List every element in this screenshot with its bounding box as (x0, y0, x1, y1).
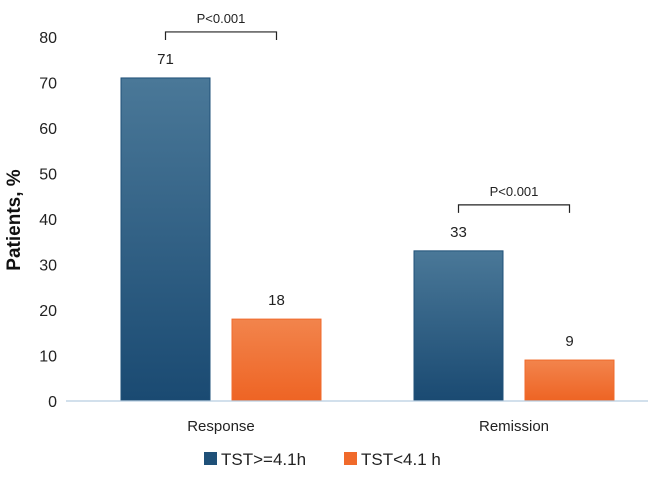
data-labels: 71 18 33 9 (157, 51, 574, 350)
data-label: 33 (450, 224, 467, 241)
data-label: 9 (565, 333, 573, 350)
bars (120, 77, 615, 402)
p-value-label: P<0.001 (197, 11, 246, 26)
y-axis-ticks: 0 10 20 30 40 50 60 70 80 (39, 30, 57, 411)
y-tick-label: 60 (39, 121, 57, 138)
p-value-label: P<0.001 (490, 184, 539, 199)
y-tick-label: 70 (39, 76, 57, 93)
bar-response-series-1 (120, 77, 211, 402)
y-tick-label: 20 (39, 303, 57, 320)
y-tick-label: 0 (48, 394, 57, 411)
data-label: 18 (268, 292, 285, 309)
bar-remission-series-1 (413, 250, 504, 402)
bar-response-series-2 (231, 318, 322, 402)
legend-swatch (204, 452, 217, 465)
legend: TST>=4.1h TST<4.1 h (204, 450, 441, 469)
y-tick-label: 30 (39, 258, 57, 275)
category-labels: Response Remission (187, 418, 549, 435)
legend-label: TST<4.1 h (361, 450, 441, 469)
significance-bracket (164, 31, 278, 40)
data-label: 71 (157, 51, 174, 68)
significance-annotations: P<0.001 P<0.001 (164, 11, 571, 213)
significance-bracket (457, 204, 571, 213)
category-label: Remission (479, 418, 549, 435)
bar-remission-series-2 (524, 359, 615, 402)
legend-swatch (344, 452, 357, 465)
y-axis-label: Patients, % (4, 169, 25, 270)
y-tick-label: 50 (39, 167, 57, 184)
y-tick-label: 40 (39, 212, 57, 229)
category-label: Response (187, 418, 255, 435)
y-tick-label: 10 (39, 349, 57, 366)
y-tick-label: 80 (39, 30, 57, 47)
legend-label: TST>=4.1h (221, 450, 306, 469)
